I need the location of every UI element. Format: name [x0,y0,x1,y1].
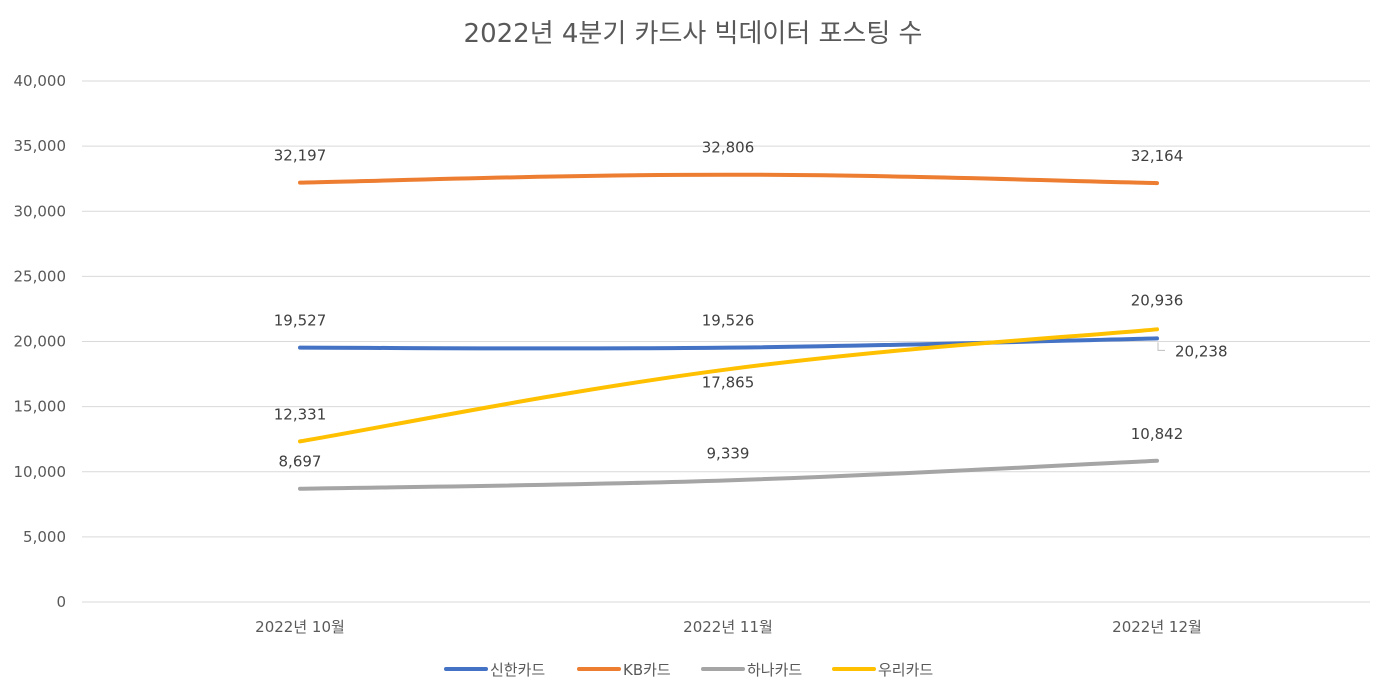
x-tick-label: 2022년 11월 [683,618,773,636]
gridlines [82,80,1370,603]
y-axis-ticks: 0 5,000 10,000 15,000 20,000 25,000 30,000 35,0… [14,72,67,611]
series-line-1 [298,336,1159,351]
data-label: 9,339 [707,444,750,462]
legend-label: KB카드 [623,661,671,679]
y-tick-label: 5,000 [23,528,66,546]
x-axis-ticks: 2022년 10월 2022년 11월 2022년 12월 [255,618,1202,636]
y-tick-label: 30,000 [14,202,67,220]
data-label: 32,164 [1131,147,1184,165]
y-tick-label: 10,000 [14,463,67,481]
chart-title: 2022년 4분기 카드사 빅데이터 포스팅 수 [464,19,923,49]
y-tick-label: 0 [56,593,66,611]
y-tick-label: 15,000 [14,398,67,416]
data-label: 32,197 [274,147,327,165]
legend-label: 하나카드 [747,661,802,679]
y-tick-label: 20,000 [14,333,67,351]
x-tick-label: 2022년 10월 [255,618,345,636]
data-label: 19,527 [274,312,327,330]
y-tick-label: 40,000 [14,72,67,90]
data-label: 20,936 [1131,291,1184,309]
series-line-3 [298,458,1159,491]
data-label: 20,238 [1175,342,1228,360]
label-leader-line [1157,342,1165,351]
y-tick-label: 25,000 [14,267,67,285]
data-label: 10,842 [1131,425,1184,443]
legend-label: 신한카드 [490,661,545,679]
series-line-2 [298,172,1159,186]
data-label: 8,697 [279,453,322,471]
data-label: 12,331 [274,405,327,423]
data-label: 17,865 [702,373,755,391]
series-lines [298,172,1159,491]
legend-label: 우리카드 [878,661,933,679]
y-tick-label: 35,000 [14,137,67,155]
data-label: 19,526 [702,312,755,330]
data-labels: 19,527 19,526 20,238 32,197 32,806 32,164 8,69… [274,139,1228,471]
series-line-4 [298,327,1159,444]
x-tick-label: 2022년 12월 [1112,618,1202,636]
legend: 신한카드 KB카드 하나카드 우리카드 [444,661,933,679]
data-label: 32,806 [702,139,755,157]
